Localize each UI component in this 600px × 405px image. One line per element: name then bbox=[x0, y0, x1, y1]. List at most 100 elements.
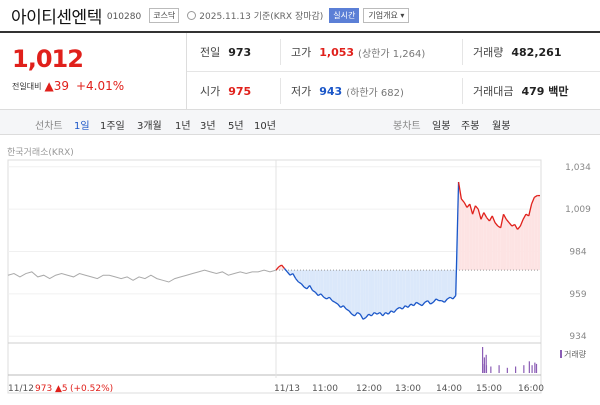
x-tick-label: 11/13 bbox=[274, 384, 300, 394]
up-arrow-icon: ▲ bbox=[44, 79, 54, 93]
volume-bar bbox=[490, 366, 492, 373]
candle-tab-monthly[interactable]: 월봉 bbox=[492, 121, 511, 132]
volume-bar bbox=[482, 347, 484, 373]
period-tab-1d[interactable]: 1일 bbox=[74, 121, 90, 132]
area-fill bbox=[408, 270, 411, 308]
footer-price: 973 bbox=[35, 384, 52, 394]
area-fill bbox=[500, 214, 504, 271]
area-fill bbox=[444, 270, 448, 303]
area-fill bbox=[520, 219, 524, 271]
candle-tab-daily[interactable]: 일봉 bbox=[432, 121, 451, 132]
candle-chart-label: 봉차트 bbox=[393, 121, 421, 132]
realtime-button[interactable]: 실시간 bbox=[329, 7, 360, 23]
price-line-segment bbox=[528, 203, 533, 217]
price-line-segment bbox=[457, 181, 463, 200]
area-fill bbox=[483, 212, 487, 271]
stat-high: 고가 1,053 (상한가 1,264) bbox=[291, 33, 425, 71]
period-tab-3m[interactable]: 3개월 bbox=[137, 121, 162, 132]
stat-amount: 거래대금 479 백만 bbox=[473, 72, 569, 110]
volume-bar bbox=[528, 361, 530, 373]
area-fill bbox=[438, 270, 442, 301]
price-line-segment bbox=[534, 195, 538, 198]
price-line-segment bbox=[508, 222, 513, 227]
price-line-segment bbox=[514, 224, 519, 230]
stat-label: 저가 bbox=[291, 85, 312, 98]
area-fill bbox=[391, 270, 394, 313]
price-line-segment bbox=[435, 298, 440, 302]
y-tick-label: 1,034 bbox=[565, 163, 591, 173]
change-percent: +4.01% bbox=[75, 79, 125, 93]
stat-divider bbox=[462, 39, 463, 65]
area-fill bbox=[458, 182, 462, 271]
price-line-segment bbox=[455, 182, 460, 296]
price-line-segment bbox=[522, 213, 527, 220]
period-tab-5y[interactable]: 5년 bbox=[228, 121, 244, 132]
price-line-segment bbox=[354, 312, 358, 317]
area-fill bbox=[326, 270, 330, 299]
price-line-segment bbox=[471, 205, 477, 215]
volume-bar bbox=[498, 365, 500, 373]
area-fill bbox=[422, 270, 425, 306]
stock-code: 010280 bbox=[106, 12, 142, 22]
company-info-dropdown[interactable]: 기업개요 ▾ bbox=[363, 7, 410, 23]
stats-row: 시가 975 저가 943 (하한가 682) 거래대금 479 백만 bbox=[187, 71, 600, 109]
area-fill bbox=[517, 226, 521, 271]
stat-divider bbox=[462, 78, 463, 104]
area-fill bbox=[340, 270, 344, 308]
period-tab-1w[interactable]: 1주일 bbox=[100, 121, 125, 132]
price-line-segment bbox=[410, 303, 414, 307]
area-fill bbox=[304, 270, 307, 289]
header-divider bbox=[0, 31, 600, 33]
area-fill bbox=[478, 209, 482, 271]
price-line-segment bbox=[382, 312, 387, 317]
stat-label: 고가 bbox=[291, 46, 312, 59]
volume-bar bbox=[534, 362, 536, 373]
stats-panel: 전일 973 고가 1,053 (상한가 1,264) 거래량 482,261 … bbox=[186, 33, 600, 109]
area-fill bbox=[379, 270, 383, 316]
area-fill bbox=[514, 224, 518, 271]
area-fill bbox=[430, 270, 434, 305]
price-line-segment bbox=[320, 293, 325, 298]
footer-pct: (+0.52%) bbox=[70, 384, 113, 394]
stat-limit: (상한가 1,264) bbox=[358, 48, 426, 60]
stat-divider bbox=[280, 78, 281, 104]
price-line-segment bbox=[430, 301, 434, 305]
candle-tab-weekly[interactable]: 주봉 bbox=[461, 121, 480, 132]
area-fill bbox=[360, 270, 364, 320]
price-line-segment bbox=[334, 301, 339, 305]
price-line-segment bbox=[362, 317, 367, 320]
area-fill bbox=[357, 270, 361, 315]
area-fill bbox=[402, 270, 406, 310]
x-tick-label: 11:00 bbox=[312, 384, 338, 394]
area-fill bbox=[393, 270, 397, 313]
price-line-segment bbox=[286, 271, 291, 276]
clock-icon bbox=[187, 10, 197, 20]
price-line-segment bbox=[401, 305, 406, 310]
price-line-segment bbox=[370, 312, 375, 317]
period-tab-3y[interactable]: 3년 bbox=[200, 121, 216, 132]
stat-low: 저가 943 (하한가 682) bbox=[291, 72, 404, 110]
price-line-segment bbox=[340, 305, 344, 308]
volume-bar bbox=[531, 365, 533, 373]
stat-label: 시가 bbox=[200, 85, 221, 98]
price-line-segment bbox=[314, 291, 319, 296]
y-tick-label: 959 bbox=[569, 290, 586, 300]
volume-bar bbox=[523, 365, 525, 373]
stat-value: 1,053 bbox=[319, 45, 355, 59]
area-fill bbox=[405, 270, 408, 308]
price-line-segment bbox=[390, 310, 395, 314]
period-tab-1y[interactable]: 1년 bbox=[175, 121, 191, 132]
price-line-segment bbox=[404, 305, 409, 308]
area-fill bbox=[452, 270, 456, 299]
period-tab-10y[interactable]: 10년 bbox=[254, 121, 276, 132]
volume-bar bbox=[515, 366, 517, 373]
area-fill bbox=[382, 270, 386, 316]
price-line-segment bbox=[326, 296, 330, 300]
price-line-segment bbox=[491, 215, 496, 223]
price-line-segment bbox=[303, 286, 308, 290]
price-line-segment bbox=[298, 281, 302, 285]
stat-value: 973 bbox=[228, 45, 252, 59]
price-line-segment bbox=[283, 268, 288, 273]
area-fill bbox=[301, 270, 305, 288]
